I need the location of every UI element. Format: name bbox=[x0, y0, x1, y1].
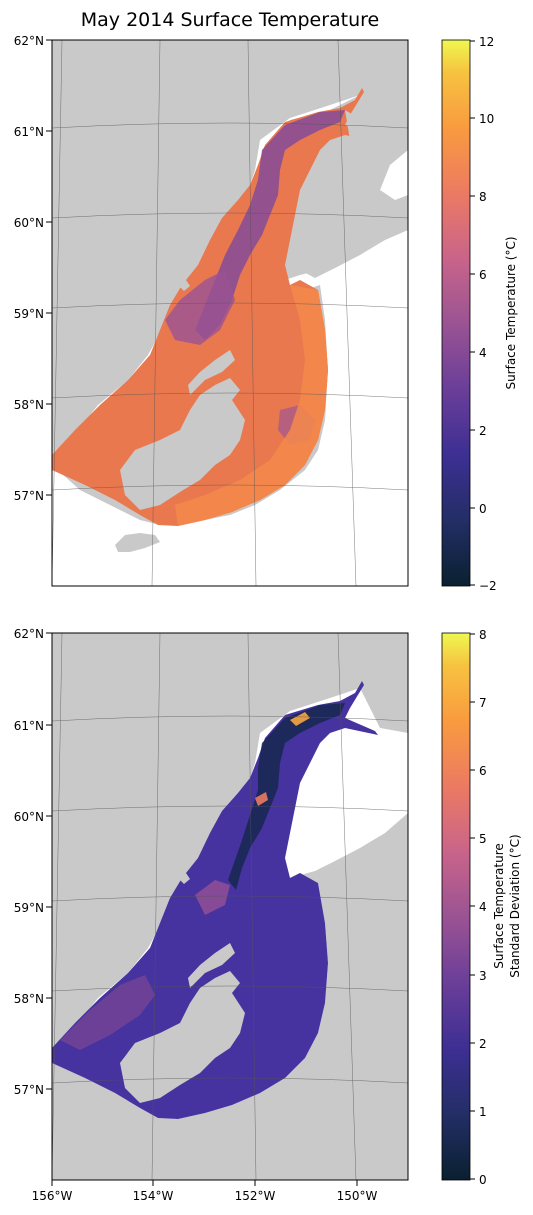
kenai-land bbox=[300, 215, 408, 278]
bottom-colorbar-tick: 1 bbox=[479, 1105, 487, 1119]
bottom-lat-tick-label: 57°N bbox=[14, 1083, 44, 1097]
lon-tick-label: 150°W bbox=[337, 1189, 378, 1203]
inner-island bbox=[178, 280, 190, 291]
top-colorbar: 12 10 8 6 4 2 0 −2 Surface Temperature (… bbox=[441, 35, 518, 593]
bottom-colorbar-tick: 6 bbox=[479, 764, 487, 778]
cool-channel bbox=[195, 110, 345, 340]
top-lat-tick-label: 62°N bbox=[14, 34, 44, 48]
graticule bbox=[52, 633, 408, 1180]
bottom-colorbar-tick: 2 bbox=[479, 1037, 487, 1051]
southern-island bbox=[115, 533, 160, 552]
land-south bbox=[52, 813, 408, 1180]
bottom-colorbar-tick: 7 bbox=[479, 696, 487, 710]
top-colorbar-tick: 4 bbox=[479, 346, 487, 360]
top-colorbar-tick: −2 bbox=[479, 579, 497, 593]
std-patch-pink bbox=[195, 880, 230, 915]
bottom-lat-ticks: 62°N 61°N 60°N 59°N 58°N 57°N bbox=[14, 627, 52, 1097]
figure-title: May 2014 Surface Temperature bbox=[81, 9, 380, 31]
top-colorbar-tick: 6 bbox=[479, 268, 487, 282]
east-coast-land bbox=[345, 110, 408, 150]
kodiak-island bbox=[120, 378, 245, 510]
bottom-lat-tick-label: 61°N bbox=[14, 719, 44, 733]
afognak-island bbox=[188, 943, 235, 988]
std-hotspot-2 bbox=[255, 792, 268, 806]
lon-tick-label: 152°W bbox=[235, 1189, 276, 1203]
top-lat-ticks: 62°N 61°N 60°N 59°N 58°N 57°N bbox=[14, 34, 52, 503]
top-lat-tick-label: 57°N bbox=[14, 489, 44, 503]
bottom-lat-tick-label: 60°N bbox=[14, 810, 44, 824]
top-colorbar-tick: 12 bbox=[479, 35, 494, 49]
top-colorbar-tick: 2 bbox=[479, 424, 487, 438]
bottom-lat-tick-label: 62°N bbox=[14, 627, 44, 641]
top-lat-tick-label: 59°N bbox=[14, 307, 44, 321]
bottom-colorbar-tick: 8 bbox=[479, 628, 487, 642]
top-lat-tick-label: 58°N bbox=[14, 398, 44, 412]
std-patch-purple bbox=[60, 975, 155, 1050]
bottom-map-panel: 62°N 61°N 60°N 59°N 58°N 57°N 156°W 154°… bbox=[14, 627, 409, 1203]
bottom-colorbar-label-line2: Standard Deviation (°C) bbox=[508, 834, 522, 977]
top-colorbar-label: Surface Temperature (°C) bbox=[504, 236, 518, 389]
land-north bbox=[52, 633, 408, 1051]
bottom-colorbar-tick: 3 bbox=[479, 969, 487, 983]
std-hotspot bbox=[290, 712, 310, 726]
bottom-lon-ticks: 156°W 154°W 152°W 150°W bbox=[32, 1180, 378, 1203]
bottom-lat-tick-label: 58°N bbox=[14, 992, 44, 1006]
lon-tick-label: 154°W bbox=[133, 1189, 174, 1203]
land-north bbox=[52, 40, 408, 458]
top-colorbar-tick: 10 bbox=[479, 112, 494, 126]
bottom-colorbar-label-line1: Surface Temperature bbox=[492, 843, 506, 969]
top-map-panel: 62°N 61°N 60°N 59°N 58°N 57°N bbox=[14, 34, 409, 587]
bottom-colorbar-tick: 0 bbox=[479, 1173, 487, 1187]
top-lat-tick-label: 61°N bbox=[14, 125, 44, 139]
cool-patch bbox=[165, 270, 235, 345]
top-lat-tick-label: 60°N bbox=[14, 216, 44, 230]
top-colorbar-tick: 0 bbox=[479, 502, 487, 516]
lon-tick-label: 156°W bbox=[32, 1189, 73, 1203]
bottom-colorbar-tick: 4 bbox=[479, 900, 487, 914]
afognak-island bbox=[188, 350, 235, 395]
graticule bbox=[52, 40, 408, 586]
warm-arc bbox=[175, 285, 328, 526]
std-channel-dark bbox=[228, 703, 345, 890]
bottom-colorbar: 8 7 6 5 4 3 2 1 0 Surface Temperature St… bbox=[441, 628, 522, 1187]
southern-island bbox=[115, 1126, 160, 1145]
bottom-colorbar-tick: 5 bbox=[479, 832, 487, 846]
bottom-lat-tick-label: 59°N bbox=[14, 901, 44, 915]
top-colorbar-tick: 8 bbox=[479, 190, 487, 204]
kodiak-island bbox=[120, 971, 245, 1103]
inner-island bbox=[178, 873, 190, 884]
